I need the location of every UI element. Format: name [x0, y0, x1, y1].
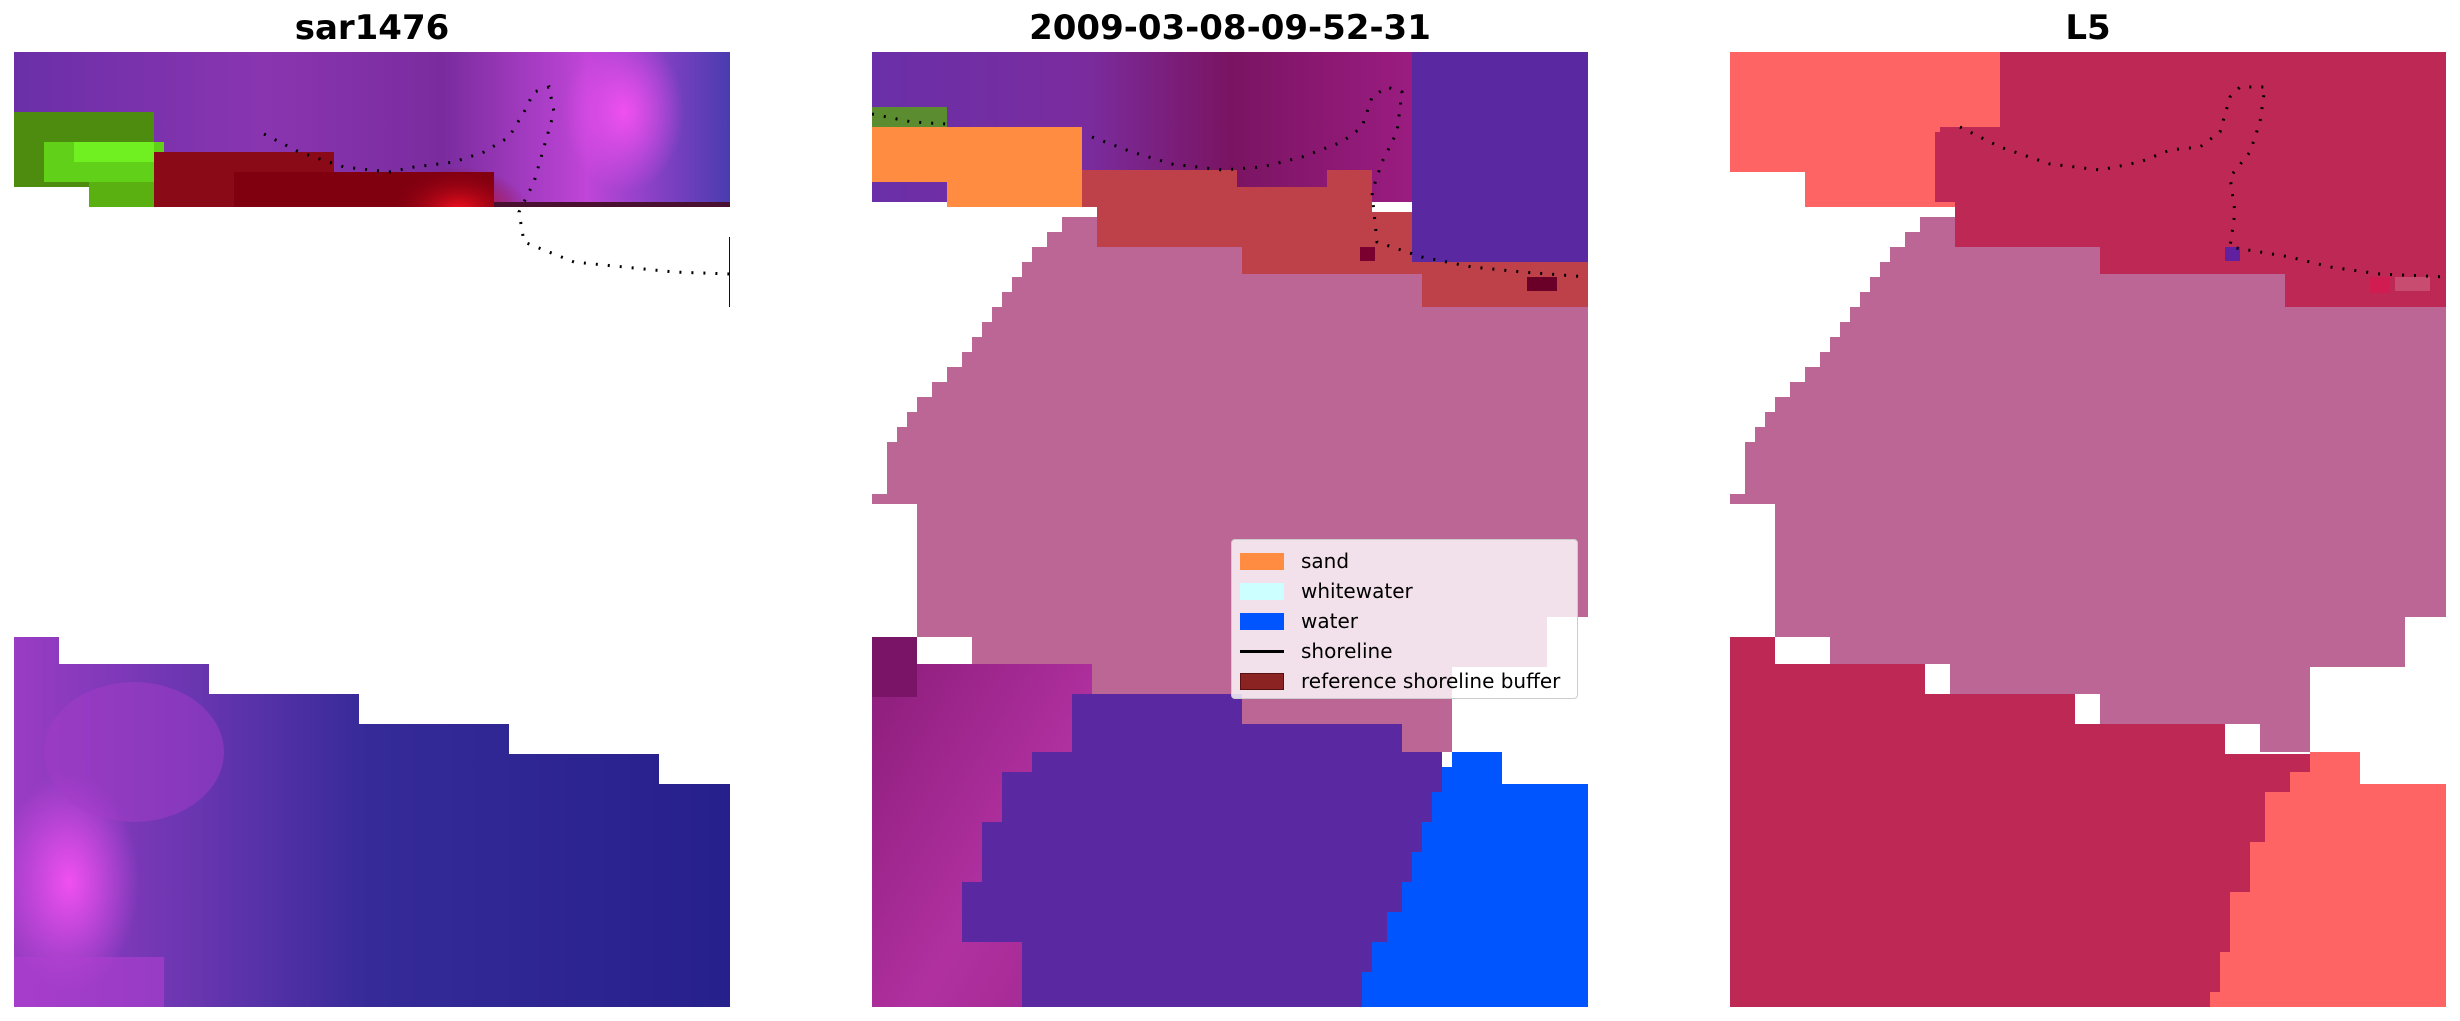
- classified-image-panel: [872, 52, 1588, 1007]
- legend-item-reference-shoreline-buffer: reference shoreline buffer: [1240, 666, 1569, 696]
- legend-item-water: water: [1240, 606, 1569, 636]
- label-map-panel: [1730, 52, 2446, 1007]
- label-map: [1730, 52, 2446, 1007]
- legend-label: sand: [1301, 549, 1350, 573]
- shoreline-line-swatch: [1240, 643, 1284, 660]
- sand-swatch: [1240, 552, 1284, 570]
- map-legend: sand whitewater water shoreline referenc…: [1231, 539, 1578, 699]
- legend-label: whitewater: [1301, 579, 1413, 603]
- water-swatch: [1240, 612, 1284, 630]
- classified-image: [872, 52, 1588, 1007]
- whitewater-swatch: [1240, 582, 1284, 600]
- panel-title-date: 2009-03-08-09-52-31: [1029, 8, 1431, 48]
- legend-item-whitewater: whitewater: [1240, 576, 1569, 606]
- legend-label: shoreline: [1301, 639, 1393, 663]
- satellite-image-panel: [14, 52, 730, 1007]
- panel-title-l5: L5: [2065, 8, 2111, 48]
- legend-label: reference shoreline buffer: [1301, 669, 1561, 693]
- reference-buffer-swatch: [1240, 672, 1284, 690]
- satellite-image: [14, 52, 730, 1007]
- legend-item-shoreline: shoreline: [1240, 636, 1569, 666]
- legend-item-sand: sand: [1240, 546, 1569, 576]
- legend-label: water: [1301, 609, 1358, 633]
- panel-title-sar1476: sar1476: [294, 8, 450, 48]
